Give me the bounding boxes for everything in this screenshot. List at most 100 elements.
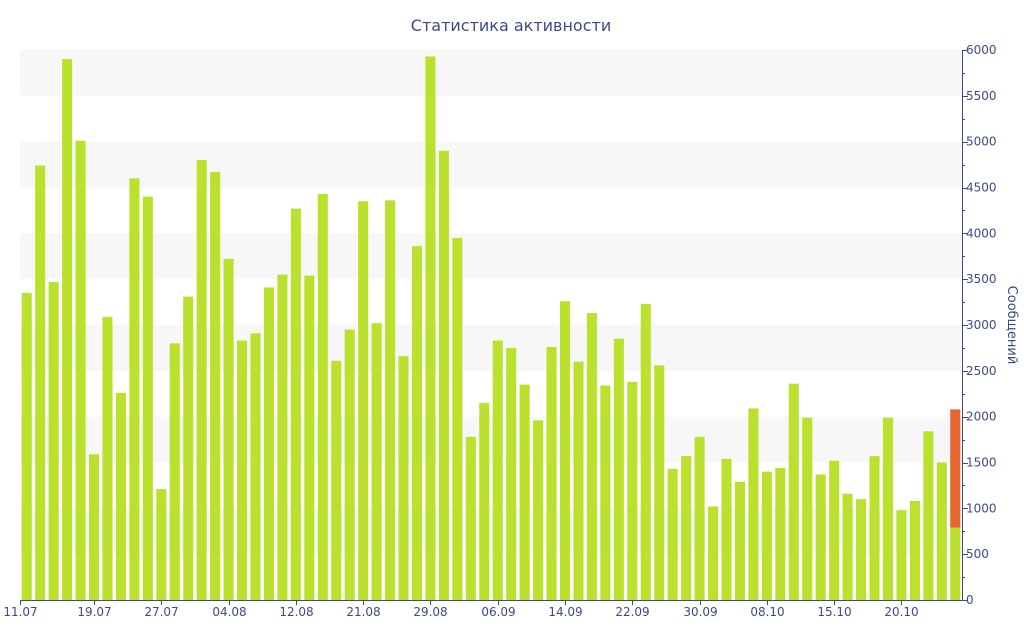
bar[interactable]: [48, 281, 59, 600]
bar[interactable]: [129, 178, 140, 601]
bar[interactable]: [196, 160, 207, 600]
bar[interactable]: [277, 274, 288, 600]
bar[interactable]: [640, 303, 651, 600]
x-tick-label: 22.09: [615, 605, 649, 619]
x-tick-label: 27.07: [144, 605, 178, 619]
y-tick-label: 2000: [966, 410, 997, 424]
bar[interactable]: [600, 385, 611, 601]
bar[interactable]: [869, 456, 880, 600]
bar[interactable]: [465, 436, 476, 600]
grid-band: [20, 325, 962, 371]
bar[interactable]: [452, 237, 463, 600]
x-tick-label: 12.08: [279, 605, 313, 619]
bar[interactable]: [923, 431, 934, 600]
y-tick-label: 6000: [966, 43, 997, 57]
bar[interactable]: [546, 347, 557, 600]
y-tick-label: 1000: [966, 501, 997, 515]
y-tick-label: 1500: [966, 456, 997, 470]
bar[interactable]: [694, 436, 705, 600]
bar[interactable]: [721, 458, 732, 600]
bar[interactable]: [156, 489, 167, 600]
bar[interactable]: [317, 193, 328, 600]
grid-band: [20, 416, 962, 463]
bar[interactable]: [788, 383, 799, 600]
bar[interactable]: [102, 316, 113, 600]
bar[interactable]: [950, 527, 961, 600]
y-tick-label: 5000: [966, 135, 997, 149]
bar[interactable]: [142, 196, 153, 600]
bar[interactable]: [667, 468, 678, 600]
bar[interactable]: [936, 462, 947, 601]
bar[interactable]: [559, 301, 571, 600]
bar[interactable]: [882, 417, 894, 600]
bar[interactable]: [236, 340, 248, 600]
y-tick-label: 3000: [966, 318, 997, 332]
bar-highlight-segment[interactable]: [950, 409, 961, 528]
x-tick-label: 21.08: [346, 605, 380, 619]
bar[interactable]: [358, 201, 369, 600]
bar[interactable]: [385, 200, 396, 601]
bar[interactable]: [775, 468, 786, 600]
bar[interactable]: [331, 360, 342, 600]
y-tick-label: 0: [966, 593, 974, 607]
bar[interactable]: [62, 59, 73, 600]
bar[interactable]: [223, 259, 234, 600]
bar[interactable]: [35, 165, 46, 601]
bar[interactable]: [842, 493, 853, 600]
bar[interactable]: [681, 456, 692, 600]
bar[interactable]: [802, 417, 813, 600]
y-tick-label: 4000: [966, 226, 997, 240]
bar[interactable]: [492, 340, 503, 600]
bar[interactable]: [344, 329, 355, 600]
y-axis-label: Сообщений: [1004, 286, 1019, 365]
x-tick-label: 30.09: [683, 605, 717, 619]
bars: [21, 56, 961, 601]
y-tick-label: 500: [966, 547, 989, 561]
bar[interactable]: [263, 287, 275, 600]
bar[interactable]: [304, 275, 315, 601]
y-tick-label: 3500: [966, 272, 997, 286]
bar[interactable]: [398, 356, 409, 600]
bar[interactable]: [115, 392, 126, 600]
bar[interactable]: [506, 347, 517, 600]
bar[interactable]: [533, 420, 544, 600]
bar[interactable]: [734, 481, 746, 600]
bar[interactable]: [856, 499, 867, 600]
bar[interactable]: [613, 338, 624, 600]
bar[interactable]: [909, 501, 920, 600]
bar[interactable]: [438, 150, 449, 601]
grid-band: [20, 50, 962, 96]
y-tick-label: 2500: [966, 364, 997, 378]
bar[interactable]: [371, 323, 382, 600]
bar[interactable]: [250, 333, 261, 600]
bar[interactable]: [627, 381, 638, 600]
bar[interactable]: [479, 402, 490, 600]
x-tick-label: 08.10: [750, 605, 784, 619]
x-tick-label: 14.09: [548, 605, 582, 619]
bar[interactable]: [761, 471, 772, 600]
x-tick-label: 29.08: [413, 605, 447, 619]
bar[interactable]: [425, 56, 436, 600]
x-tick-label: 19.07: [77, 605, 111, 619]
bar[interactable]: [815, 474, 826, 600]
bar[interactable]: [169, 343, 180, 600]
bar[interactable]: [183, 296, 194, 600]
x-tick-label: 11.07: [3, 605, 37, 619]
bar[interactable]: [707, 506, 719, 601]
bar[interactable]: [573, 361, 584, 600]
bar[interactable]: [748, 408, 759, 600]
bar[interactable]: [586, 313, 597, 600]
x-tick-label: 15.10: [817, 605, 851, 619]
bar[interactable]: [654, 365, 665, 600]
bar[interactable]: [411, 246, 423, 600]
bar[interactable]: [88, 454, 100, 600]
bar[interactable]: [290, 208, 301, 601]
x-tick-label: 04.08: [212, 605, 246, 619]
bar[interactable]: [829, 460, 840, 600]
bar[interactable]: [896, 510, 907, 600]
bar[interactable]: [21, 292, 32, 600]
bar[interactable]: [519, 384, 530, 600]
bar[interactable]: [210, 171, 221, 600]
bar[interactable]: [75, 140, 86, 600]
